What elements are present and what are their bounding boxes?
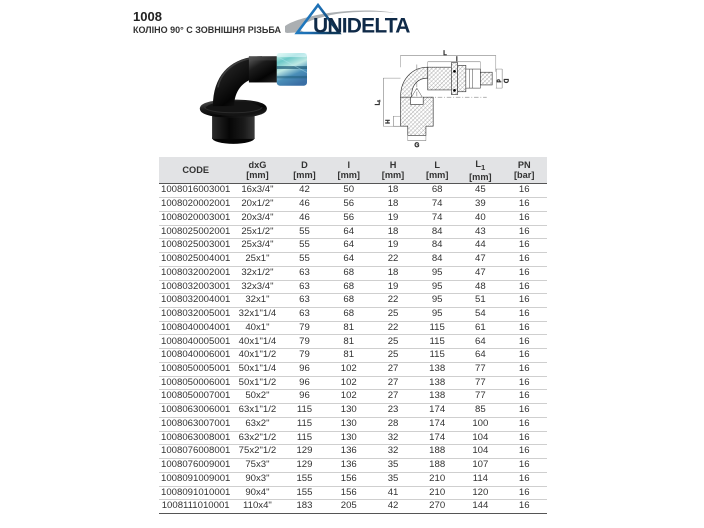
svg-text:G: G <box>414 142 419 148</box>
svg-text:D: D <box>502 79 509 84</box>
svg-text:l: l <box>456 56 457 63</box>
svg-text:H: H <box>386 120 392 124</box>
svg-text:L: L <box>443 50 447 57</box>
svg-text:L₁: L₁ <box>375 100 382 106</box>
svg-text:UNIDELTA: UNIDELTA <box>313 15 410 37</box>
svg-text:d: d <box>495 79 501 82</box>
